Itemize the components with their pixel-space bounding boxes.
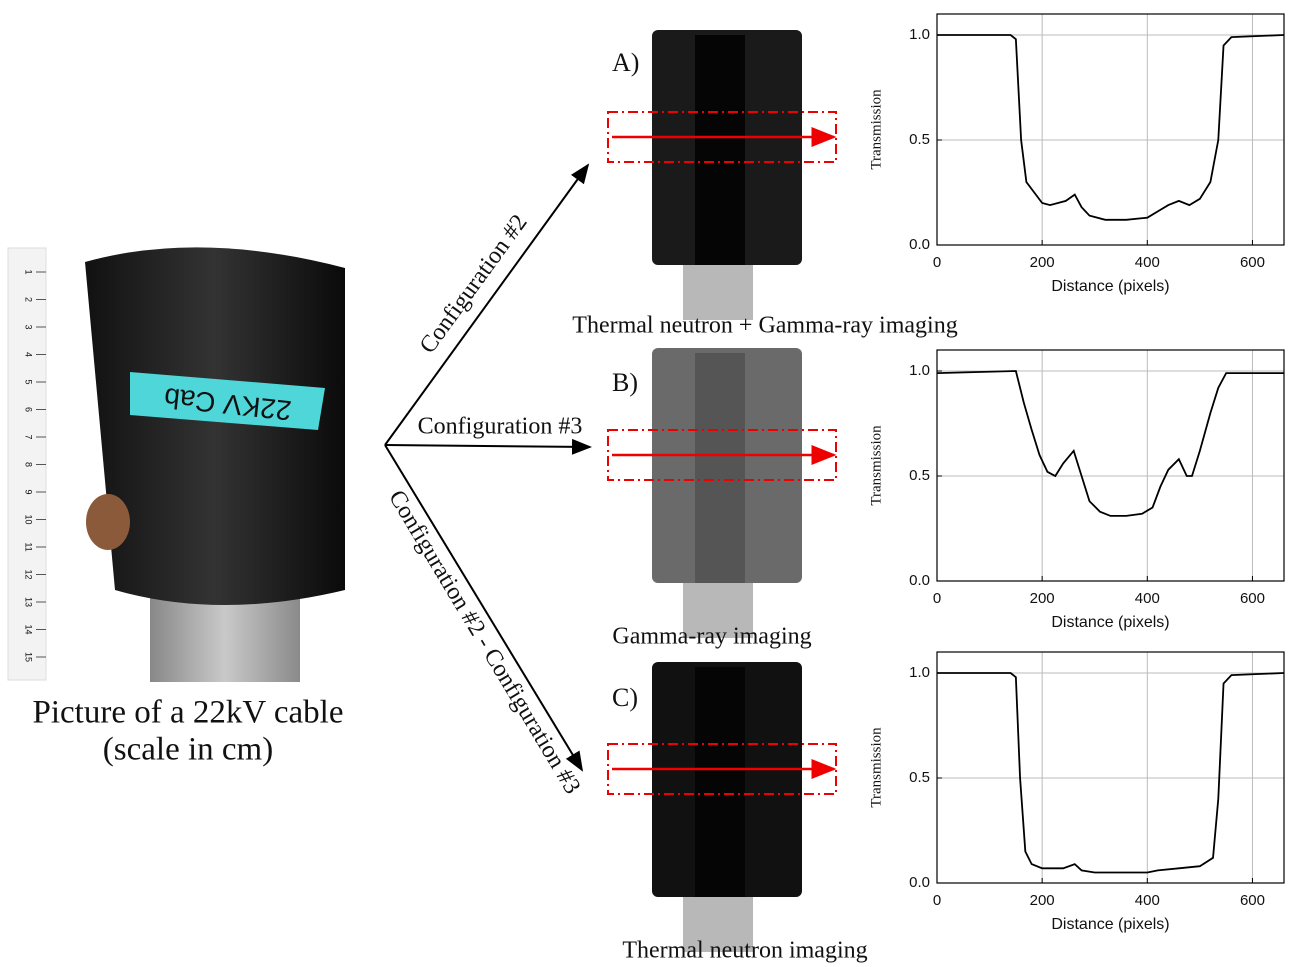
arrow [385,445,590,447]
ruler-label: 14 [24,624,34,634]
radiograph [608,348,836,638]
x-tick-label: 200 [1030,892,1055,909]
panel-label: A) [612,48,639,77]
x-tick-label: 400 [1135,590,1160,607]
cable-photo: 22KV Cab [8,247,345,682]
conductor [695,667,745,897]
ruler-label: 4 [24,352,34,357]
x-tick-label: 600 [1240,254,1265,271]
ruler-label: 1 [24,269,34,274]
ruler-label: 15 [24,652,34,662]
photo-caption: Picture of a 22kV cable [33,695,344,731]
x-tick-label: 0 [933,892,941,909]
arrow [385,165,588,445]
y-tick-label: 0.0 [909,572,930,589]
y-tick-label: 0.5 [909,769,930,786]
x-tick-label: 200 [1030,254,1055,271]
x-tick-label: 0 [933,590,941,607]
radiograph [608,662,836,952]
x-axis-label: Distance (pixels) [1051,614,1169,631]
plot-frame [937,652,1284,883]
ruler-label: 12 [24,569,34,579]
x-tick-label: 400 [1135,892,1160,909]
figure: 22KV Cab 123456789101112131415 Picture o… [0,0,1292,967]
ruler-label: 2 [24,297,34,302]
panel-caption: Gamma-ray imaging [612,624,811,650]
profile-line [937,673,1284,873]
arrow [385,445,582,770]
y-tick-label: 1.0 [909,664,930,681]
plot-frame [937,14,1284,245]
y-axis-label: Transmission [868,727,884,808]
ruler-label: 8 [24,462,34,467]
ruler-label: 5 [24,379,34,384]
y-tick-label: 0.5 [909,131,930,148]
y-tick-label: 0.5 [909,467,930,484]
y-axis-label: Transmission [868,425,884,506]
panel-label: C) [612,683,638,712]
x-axis-label: Distance (pixels) [1051,278,1169,295]
ruler-label: 11 [24,542,34,551]
conductor [695,353,745,583]
y-tick-label: 1.0 [909,26,930,43]
ruler-label: 9 [24,489,34,494]
x-tick-label: 400 [1135,254,1160,271]
y-tick-label: 1.0 [909,362,930,379]
y-axis-label: Transmission [868,89,884,170]
ruler-label: 13 [24,597,34,607]
x-tick-label: 0 [933,254,941,271]
profile-line [937,35,1284,220]
ruler-label: 6 [24,407,34,412]
pipe [683,260,753,320]
conductor [695,35,745,265]
x-axis-label: Distance (pixels) [1051,916,1169,933]
x-tick-label: 600 [1240,590,1265,607]
radiograph [608,30,836,320]
arrow-label: Configuration #2 [415,210,533,359]
x-tick-label: 200 [1030,590,1055,607]
panel-label: B) [612,368,638,397]
panel-caption: Thermal neutron imaging [622,938,867,964]
photo-caption: (scale in cm) [103,732,273,768]
y-tick-label: 0.0 [909,236,930,253]
ruler-label: 10 [24,514,34,524]
profile-line [937,371,1284,516]
plot-frame [937,350,1284,581]
ruler-label: 7 [24,434,34,439]
arrow-label: Configuration #2 - Configuration #3 [383,486,585,799]
arrow-label: Configuration #3 [418,414,583,440]
panel-caption: Thermal neutron + Gamma-ray imaging [572,313,957,339]
y-tick-label: 0.0 [909,874,930,891]
page: {"figure": { "photo_caption": ["Picture … [0,0,1292,967]
ruler-label: 3 [24,324,34,329]
x-tick-label: 600 [1240,892,1265,909]
